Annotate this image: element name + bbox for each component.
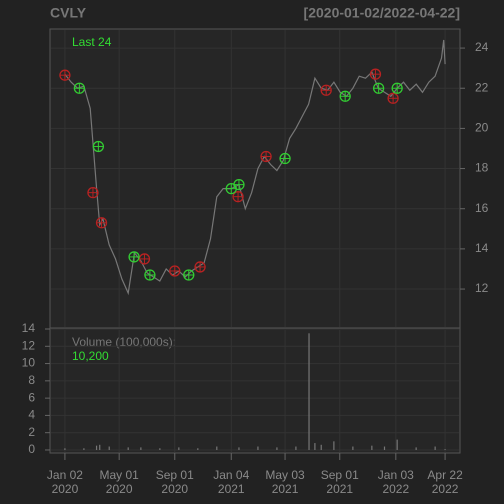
y-tick-label: 18 <box>475 161 489 175</box>
signal-marker <box>320 84 332 96</box>
x-tick-label: 2022 <box>432 482 459 496</box>
volume-bar <box>64 448 66 450</box>
volume-last: 10,200 <box>72 349 109 363</box>
x-tick-label: 2020 <box>161 482 188 496</box>
volume-bar <box>333 441 335 450</box>
volume-bar <box>127 447 129 450</box>
signal-marker <box>233 178 245 191</box>
signal-marker <box>128 251 140 263</box>
volume-bar <box>197 448 199 450</box>
last-label: Last 24 <box>72 35 112 49</box>
volume-bar <box>178 447 180 450</box>
chart-title: CVLY <box>50 5 87 21</box>
signal-marker <box>369 68 382 80</box>
signal-marker <box>194 261 206 273</box>
y-tick-label: 2 <box>28 425 35 439</box>
volume-bar <box>99 444 101 450</box>
x-tick-label: Sep 01 <box>321 468 359 482</box>
x-tick-label: 2020 <box>52 482 79 496</box>
volume-bar <box>415 447 417 450</box>
x-tick-label: Sep 01 <box>156 468 194 482</box>
volume-bar <box>295 446 297 450</box>
signal-marker <box>87 187 99 199</box>
volume-bar <box>383 446 386 450</box>
y-tick-label: 22 <box>475 80 489 94</box>
x-tick-label: 2022 <box>382 482 409 496</box>
volume-bar <box>276 447 278 450</box>
x-tick-label: 2021 <box>326 482 353 496</box>
signal-marker <box>59 69 71 81</box>
signal-marker <box>144 269 156 281</box>
volume-bar <box>159 448 161 450</box>
y-tick-label: 6 <box>28 390 35 404</box>
signal-marker <box>387 92 399 104</box>
y-tick-label: 16 <box>475 201 489 215</box>
volume-bar <box>238 447 240 450</box>
x-tick-label: May 03 <box>265 468 305 482</box>
x-tick-label: Jan 02 <box>47 468 83 482</box>
x-tick-label: 2021 <box>272 482 299 496</box>
volume-bar <box>352 446 354 450</box>
volume-bar <box>95 445 98 450</box>
signal-marker <box>73 82 86 94</box>
y-tick-label: 4 <box>28 408 35 422</box>
y-tick-label: 14 <box>22 321 36 335</box>
signal-marker <box>92 140 105 153</box>
signal-marker <box>95 217 108 229</box>
x-tick-label: Jan 03 <box>378 468 414 482</box>
volume-bar <box>83 448 85 450</box>
volume-bar <box>371 445 373 450</box>
volume-bar <box>434 446 436 450</box>
date-range: [2020-01-02/2022-04-22] <box>304 5 460 21</box>
signal-marker <box>279 152 291 165</box>
x-tick-label: Jan 04 <box>213 468 249 482</box>
signal-marker <box>260 150 272 163</box>
signal-marker <box>372 82 385 94</box>
x-tick-label: 2020 <box>106 482 133 496</box>
y-tick-label: 20 <box>475 121 489 135</box>
y-tick-label: 12 <box>22 338 36 352</box>
volume-bar <box>308 333 310 450</box>
signal-marker <box>138 253 151 265</box>
y-tick-label: 14 <box>475 241 489 255</box>
x-tick-label: Apr 22 <box>427 468 463 482</box>
x-tick-label: May 01 <box>99 468 139 482</box>
y-tick-label: 0 <box>28 442 35 456</box>
signal-marker <box>169 265 181 277</box>
volume-bar <box>396 439 398 450</box>
signal-marker <box>225 182 237 195</box>
y-tick-label: 12 <box>475 281 489 295</box>
volume-bar <box>314 443 316 450</box>
volume-bar <box>444 449 446 450</box>
volume-bar <box>257 446 259 450</box>
signal-marker <box>232 191 244 203</box>
volume-bar <box>216 446 218 450</box>
volume-bar <box>108 446 110 450</box>
volume-title: Volume (100,000s): <box>72 335 176 349</box>
y-tick-label: 24 <box>475 40 489 54</box>
y-tick-label: 10 <box>22 356 36 370</box>
x-tick-label: 2021 <box>218 482 245 496</box>
signal-marker <box>339 90 351 102</box>
volume-bar <box>140 447 142 450</box>
volume-bar <box>320 444 322 450</box>
price-line <box>64 39 446 296</box>
signal-marker <box>183 269 195 281</box>
y-tick-label: 8 <box>28 373 35 387</box>
volume-panel <box>49 327 461 454</box>
signal-marker <box>391 82 403 94</box>
